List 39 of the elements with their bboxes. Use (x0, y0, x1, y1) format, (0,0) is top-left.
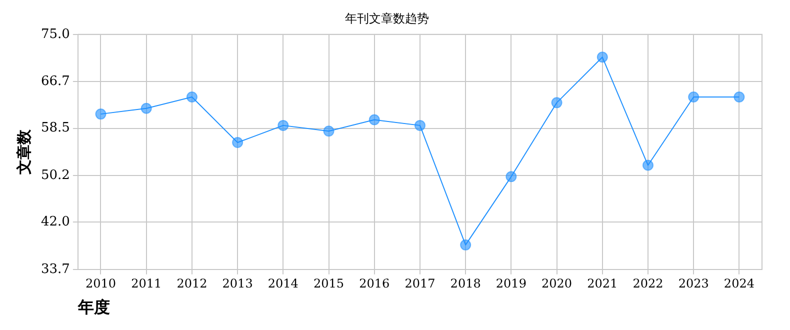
x-tick-label: 2024 (724, 276, 755, 291)
y-tick-label: 50.2 (40, 168, 70, 183)
x-axis-title: 年度 (76, 298, 110, 317)
point (551, 97, 562, 108)
point (323, 126, 334, 137)
y-tick-label: 58.5 (40, 120, 70, 136)
y-tick-label: 75.0 (40, 26, 70, 42)
point (506, 171, 517, 182)
x-tick-label: 2018 (450, 276, 481, 291)
x-tick-label: 2015 (313, 276, 344, 291)
point (186, 91, 198, 102)
x-tick-label: 2021 (587, 276, 618, 291)
x-tick-label: 2016 (359, 276, 390, 291)
point (688, 91, 700, 102)
x-tick-label: 2013 (222, 276, 253, 291)
x-tick-label: 2019 (496, 276, 526, 291)
point (596, 52, 608, 63)
point (278, 120, 289, 131)
x-tick-label: 2022 (632, 276, 664, 291)
x-tick-label: 2020 (542, 276, 572, 291)
point (414, 120, 426, 131)
y-tick-label: 33.7 (40, 262, 70, 277)
x-tick-label: 2011 (131, 276, 162, 291)
x-tick-label: 2017 (404, 276, 436, 291)
point (95, 108, 106, 120)
point (232, 137, 244, 148)
y-tick-label: 42.0 (40, 214, 70, 230)
point (368, 114, 380, 126)
point (734, 91, 745, 102)
point (140, 102, 152, 114)
y-axis-title: 文章数 (14, 128, 33, 176)
chart-title: 年刊文章数趋势 (345, 11, 429, 26)
x-tick-label: 2010 (85, 276, 116, 291)
y-tick-label: 66.7 (40, 74, 70, 90)
x-tick-label: 2023 (678, 276, 709, 291)
x-tick-label: 2012 (176, 276, 208, 291)
point (460, 239, 472, 250)
point (642, 160, 654, 171)
x-tick-label: 2014 (268, 276, 299, 291)
